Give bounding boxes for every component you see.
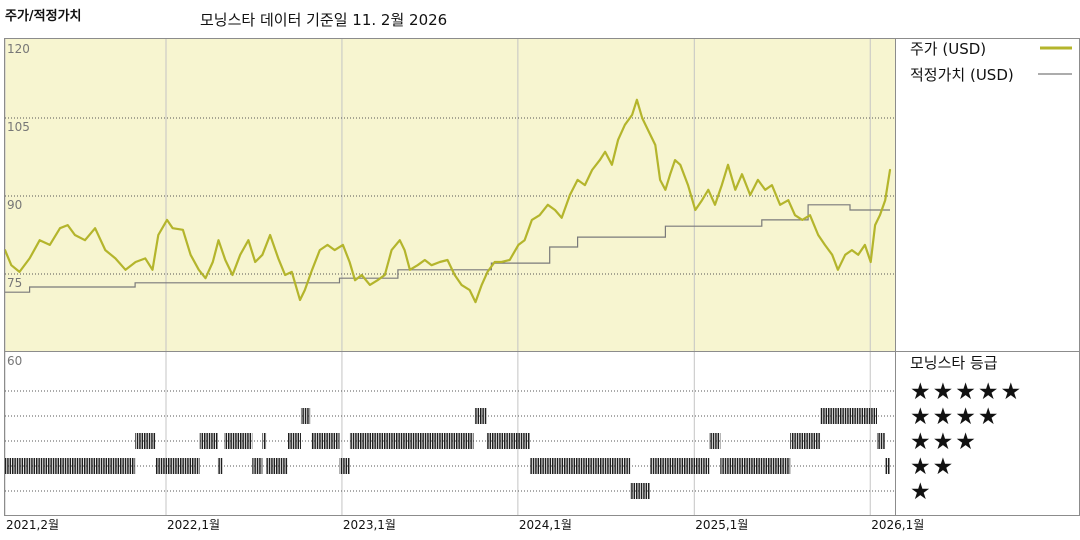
rating-level-1-star: ★ — [910, 479, 933, 505]
rating-level-2-stars: ★★ — [910, 454, 955, 480]
gridlines — [4, 38, 895, 515]
rating-segment — [155, 458, 200, 474]
legend-price-label: 주가 (USD) — [910, 40, 986, 58]
price-line — [3, 98, 892, 304]
rating-segment — [486, 433, 530, 449]
chart-title: 주가/적정가치 — [5, 8, 82, 24]
rating-segment — [820, 408, 877, 424]
y-tick-label: 60 — [7, 354, 22, 368]
rating-segment — [287, 433, 301, 449]
rating-segment — [300, 408, 311, 424]
rating-segment — [266, 458, 288, 474]
x-tick-label: 2023,1월 — [343, 518, 396, 532]
rating-segment — [630, 483, 650, 499]
axis-ticks: 2021,2월 2022,1월 2023,1월 2024,1월 2025,1월 2026,… — [6, 42, 924, 532]
rating-segment — [339, 458, 350, 474]
rating-segment — [311, 433, 340, 449]
rating-segment — [349, 433, 474, 449]
rating-level-5-stars: ★★★★★ — [910, 379, 1023, 405]
rating-history — [5, 408, 890, 499]
price-plot-area — [5, 38, 895, 351]
rating-legend-title: 모닝스타 등급 — [910, 354, 998, 372]
rating-segment — [224, 433, 253, 449]
rating-segment — [474, 408, 487, 424]
x-tick-label: 2021,2월 — [6, 518, 59, 532]
x-tick-label: 2022,1월 — [167, 518, 220, 532]
rating-level-3-stars: ★★★ — [910, 429, 978, 455]
y-tick-label: 105 — [7, 120, 30, 134]
rating-segment — [529, 458, 631, 474]
rating-segment — [5, 458, 136, 474]
rating-segment — [790, 433, 821, 449]
chart-subtitle: 모닝스타 데이터 기준일 11. 2월 2026 — [200, 11, 447, 29]
rating-level-4-stars: ★★★★ — [910, 404, 1000, 430]
series-lines — [3, 98, 892, 304]
rating-segment — [885, 458, 890, 474]
y-tick-label: 75 — [7, 276, 22, 290]
y-tick-label: 90 — [7, 198, 22, 212]
x-tick-label: 2026,1월 — [871, 518, 924, 532]
x-tick-label: 2025,1월 — [695, 518, 748, 532]
rating-segment — [720, 458, 791, 474]
rating-segment — [876, 433, 886, 449]
rating-segment — [199, 433, 218, 449]
y-tick-label: 120 — [7, 42, 30, 56]
rating-segment — [252, 458, 263, 474]
rating-segment — [217, 458, 223, 474]
rating-segment — [262, 433, 267, 449]
legend-fair-value-label: 적정가치 (USD) — [910, 66, 1014, 84]
rating-segment — [135, 433, 156, 449]
rating-segment — [649, 458, 710, 474]
rating-segment — [709, 433, 721, 449]
x-tick-label: 2024,1월 — [519, 518, 572, 532]
